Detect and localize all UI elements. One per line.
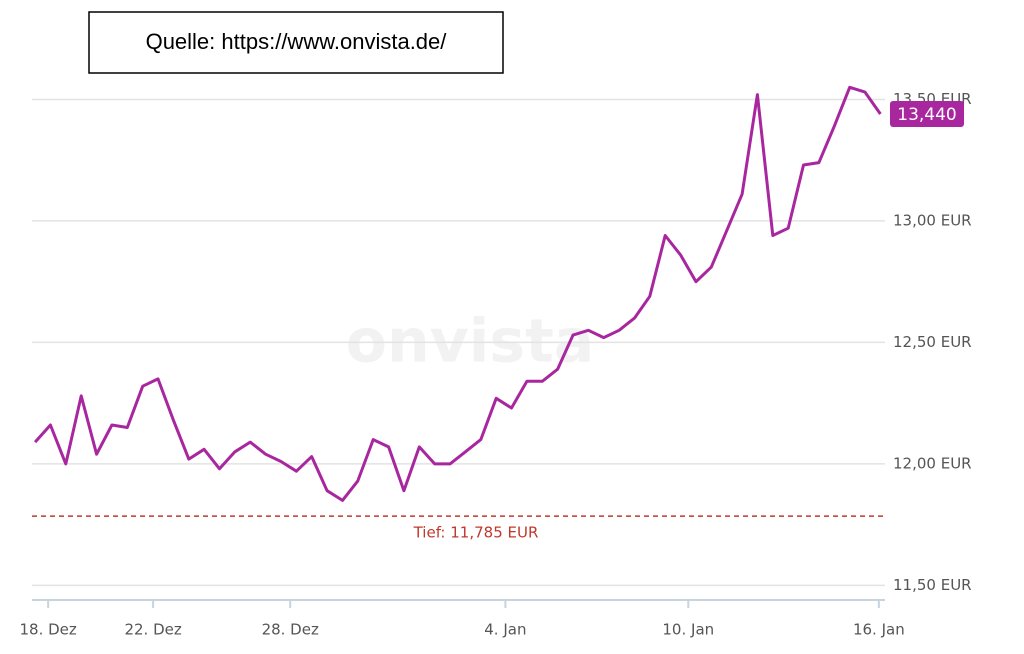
x-tick-label: 22. Dez: [124, 621, 181, 639]
price-line: [33, 85, 882, 502]
source-box: [88, 11, 504, 74]
y-tick-label: 12,50 EUR: [893, 333, 972, 351]
y-tick-label: 11,50 EUR: [893, 576, 972, 594]
y-tick-label: 13,00 EUR: [893, 211, 972, 229]
value-label: 13,440: [897, 105, 956, 125]
y-tick-label: 12,00 EUR: [893, 454, 972, 472]
x-tick-label: 18. Dez: [19, 621, 76, 639]
x-tick-label: 10. Jan: [662, 621, 714, 639]
low-label: Tief: 11,785 EUR: [413, 524, 539, 542]
x-tick-label: 16. Jan: [853, 621, 905, 639]
value-badge: [890, 101, 964, 128]
watermark: onvista: [346, 307, 595, 377]
x-tick-label: 28. Dez: [262, 621, 319, 639]
x-tick-label: 4. Jan: [484, 621, 526, 639]
source: Quelle: https://www.onvista.de/: [146, 29, 448, 54]
